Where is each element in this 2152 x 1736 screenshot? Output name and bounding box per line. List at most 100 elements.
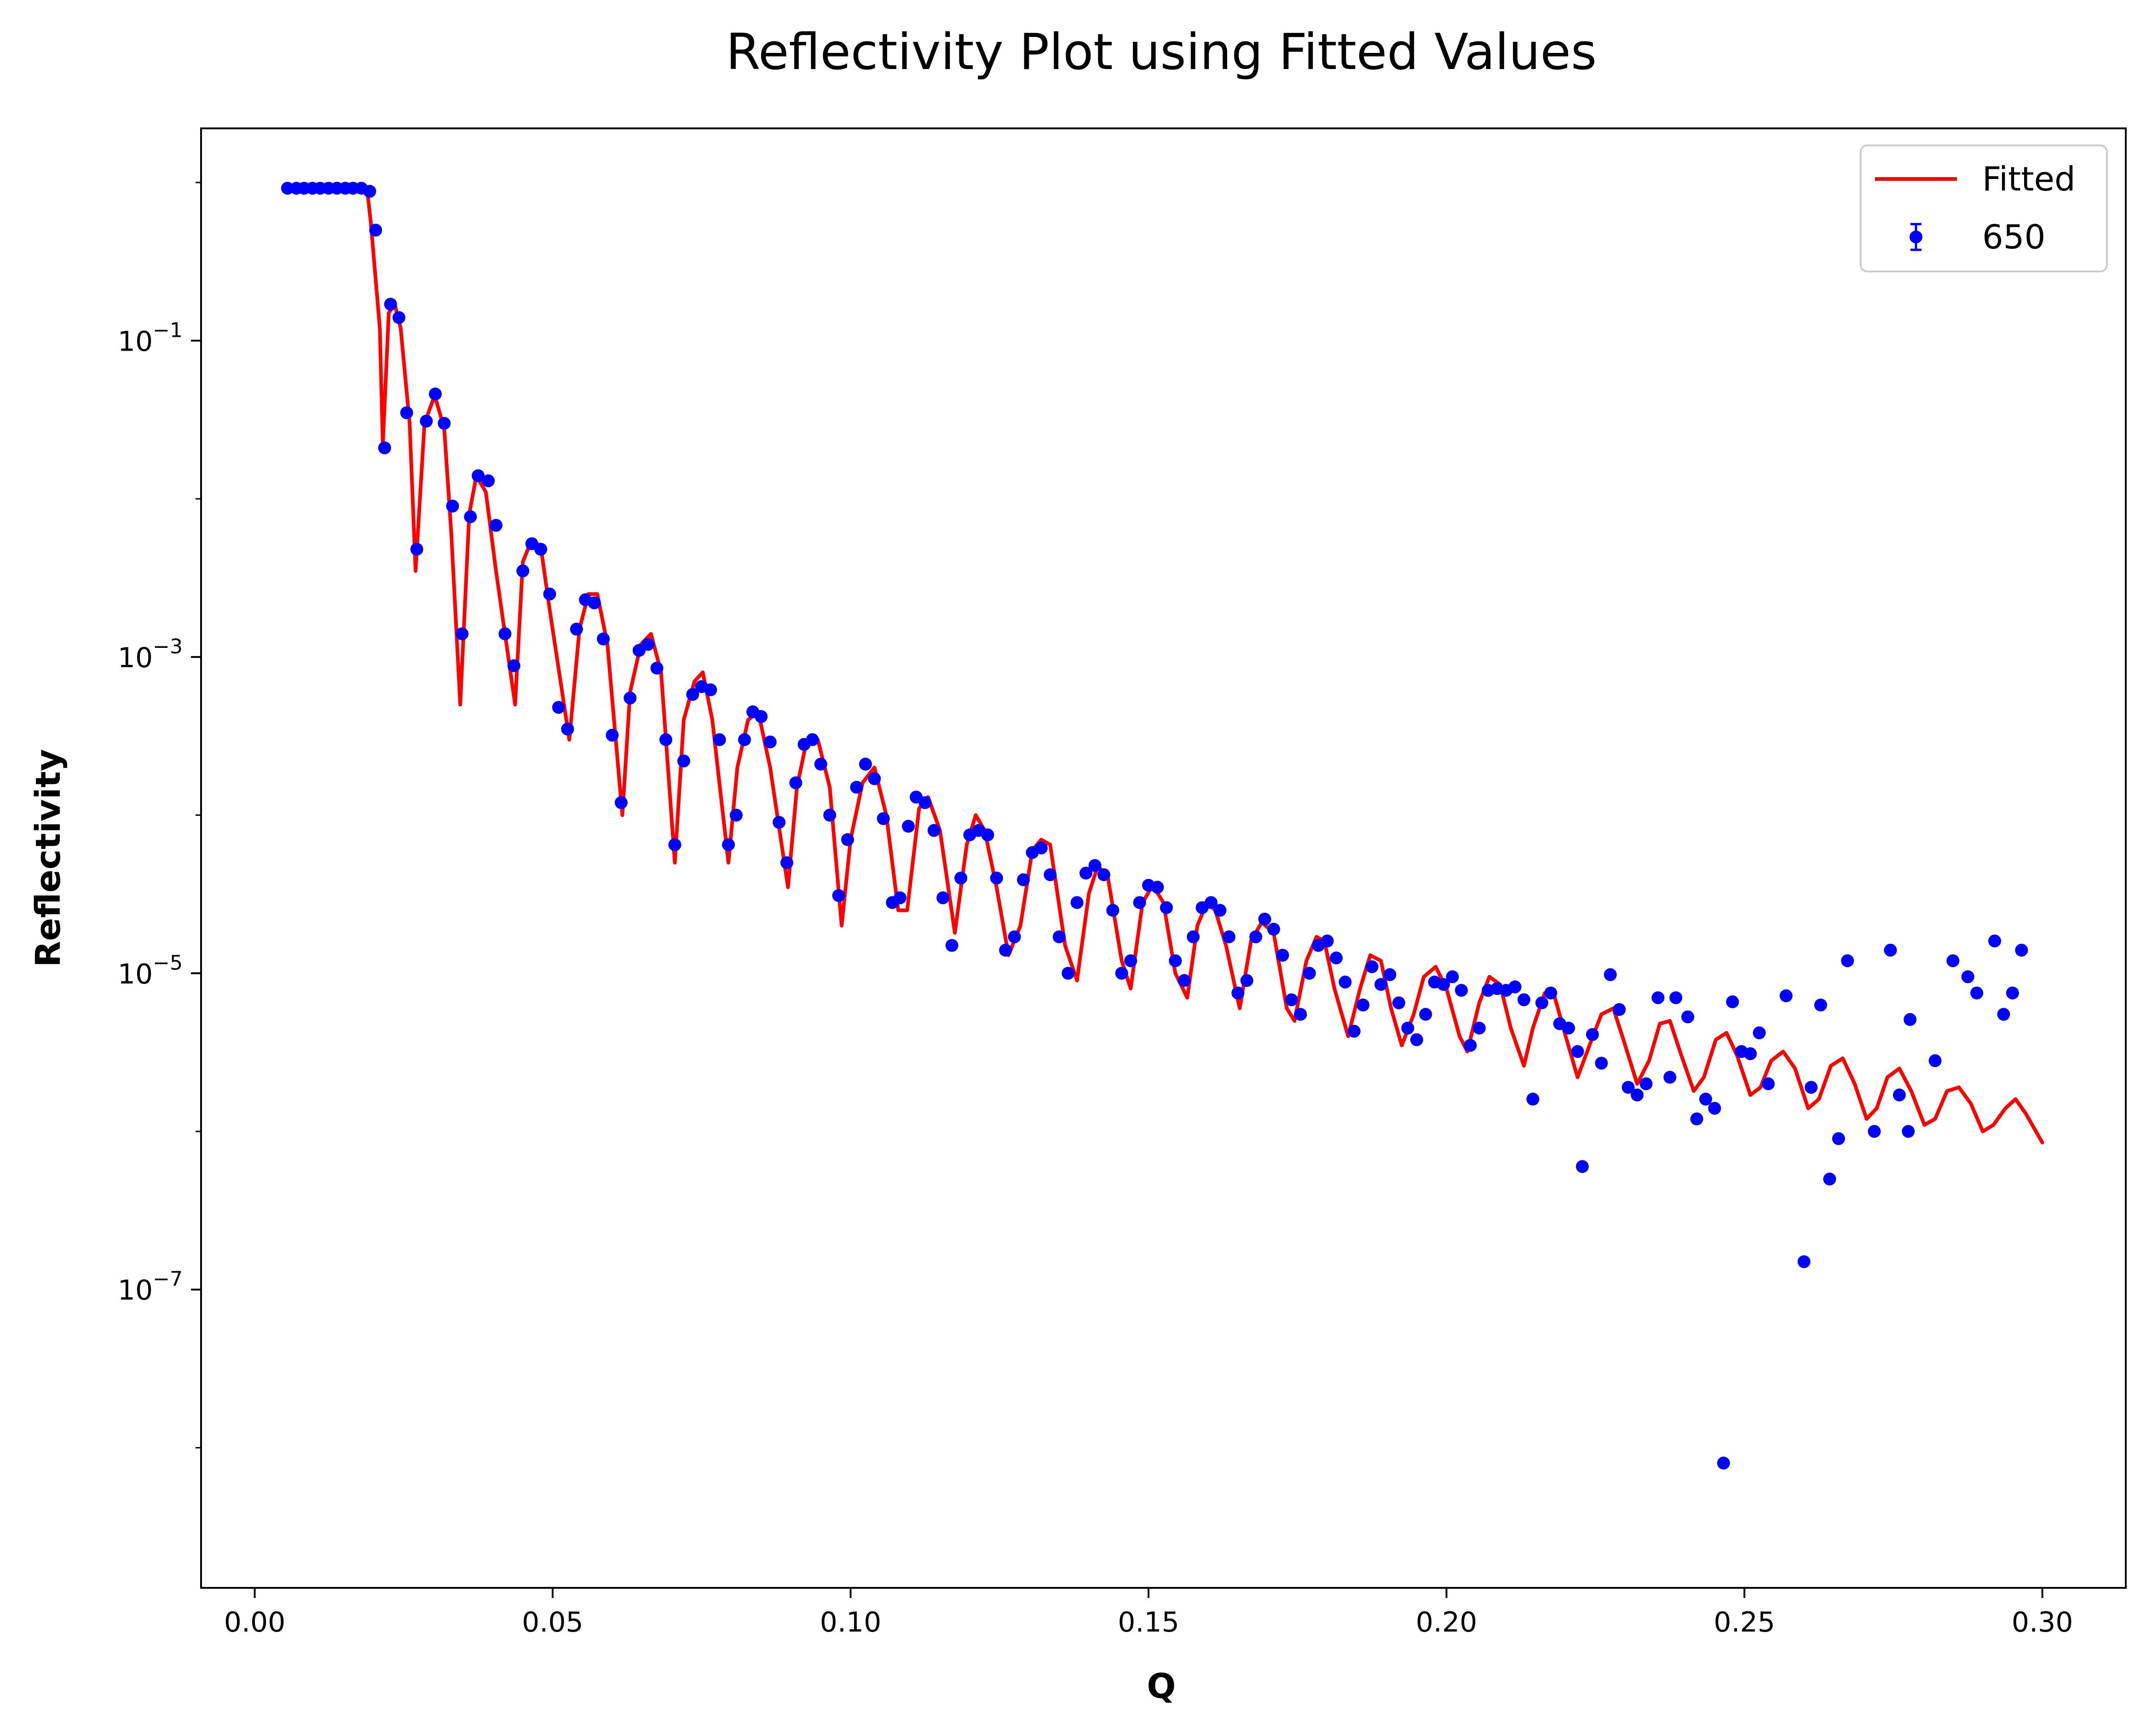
data-point-47 [686,688,699,701]
data-point-158 [1669,991,1683,1004]
x-tick-label-4: 0.20 [1416,1606,1477,1638]
data-point-166 [1744,1047,1757,1061]
data-point-0 [281,182,294,195]
data-point-108 [1223,930,1235,944]
data-point-154 [1631,1088,1644,1102]
data-point-61 [806,733,819,746]
data-point-46 [677,754,690,767]
data-point-147 [1571,1045,1584,1058]
data-point-122 [1347,1025,1361,1038]
x-tick-label-5: 0.25 [1714,1606,1775,1638]
data-point-83 [999,944,1012,957]
data-point-159 [1681,1010,1695,1024]
data-point-20 [446,499,459,513]
y-axis-label: Reflectivity [29,749,68,967]
data-point-94 [1097,868,1110,882]
data-point-84 [1008,930,1021,944]
data-point-74 [918,796,932,809]
data-point-119 [1321,934,1334,948]
data-point-89 [1052,930,1066,944]
data-point-12 [378,441,391,455]
x-tick-label-1: 0.05 [522,1606,583,1638]
data-point-127 [1392,996,1405,1009]
x-tick-label-6: 0.30 [2012,1606,2073,1638]
y-tick-label-0: 10−1 [118,318,183,358]
data-point-76 [936,891,950,905]
data-point-100 [1151,881,1164,894]
data-point-17 [420,415,433,428]
data-point-153 [1621,1081,1635,1094]
data-point-150 [1595,1056,1608,1070]
data-point-148 [1575,1160,1589,1173]
data-point-129 [1410,1033,1423,1046]
x-tick-label-2: 0.10 [820,1606,882,1638]
data-point-135 [1464,1039,1477,1052]
data-point-66 [850,781,863,794]
y-tick-label-3: 10−7 [118,1268,183,1307]
data-point-111 [1249,930,1263,944]
data-point-71 [894,891,907,905]
data-point-181 [1928,1054,1942,1067]
data-point-51 [722,838,735,851]
data-point-167 [1753,1026,1766,1039]
data-point-42 [641,638,655,651]
data-point-136 [1472,1021,1486,1035]
data-point-39 [615,796,628,809]
data-point-75 [927,824,940,837]
legend: Fitted 650 [1860,144,2108,272]
data-point-93 [1088,859,1102,872]
data-point-50 [713,733,726,746]
data-point-175 [1841,954,1854,968]
data-point-87 [1035,841,1048,854]
data-point-123 [1356,998,1370,1012]
data-point-104 [1187,930,1200,944]
data-point-88 [1044,868,1057,882]
data-point-23 [472,469,485,482]
data-point-144 [1544,986,1558,1000]
data-point-115 [1285,993,1298,1006]
x-axis: 0.00 0.05 0.10 0.15 0.20 0.25 0.30 [224,1588,2073,1638]
data-point-125 [1374,978,1388,991]
data-point-110 [1240,974,1253,987]
data-point-19 [438,417,451,430]
data-point-49 [704,683,717,697]
y-tick-label-1: 10−3 [118,635,183,674]
data-point-107 [1213,904,1227,917]
y-tick-label-2: 10−5 [118,951,183,990]
data-point-162 [1708,1102,1721,1115]
legend-measured-label: 650 [1982,218,2045,256]
data-point-143 [1535,996,1548,1009]
data-point-85 [1017,873,1030,887]
data-point-187 [2006,986,2019,1000]
data-point-168 [1762,1077,1775,1090]
data-point-186 [1997,1008,2010,1021]
data-point-140 [1508,980,1522,993]
data-point-43 [650,662,663,675]
data-point-96 [1115,967,1128,980]
x-tick-label-0: 0.00 [224,1606,286,1638]
data-point-114 [1276,949,1289,962]
data-point-126 [1383,968,1396,981]
data-point-133 [1446,970,1459,983]
data-point-25 [490,519,502,532]
data-point-101 [1160,901,1173,914]
data-point-67 [859,757,872,771]
data-point-57 [773,816,786,829]
data-point-63 [823,808,837,822]
data-point-170 [1797,1255,1811,1269]
measured-series-points [281,182,2028,1470]
data-point-65 [841,833,854,846]
data-point-68 [868,772,881,785]
data-point-117 [1303,967,1316,980]
data-point-161 [1699,1092,1712,1106]
data-point-34 [570,623,583,636]
data-point-97 [1124,954,1137,968]
data-point-81 [981,828,994,842]
data-point-27 [507,659,520,672]
data-point-78 [954,871,968,885]
data-point-151 [1604,968,1617,981]
data-point-40 [623,692,637,705]
data-point-128 [1401,1021,1414,1035]
data-point-174 [1832,1132,1845,1145]
data-point-56 [763,735,777,749]
